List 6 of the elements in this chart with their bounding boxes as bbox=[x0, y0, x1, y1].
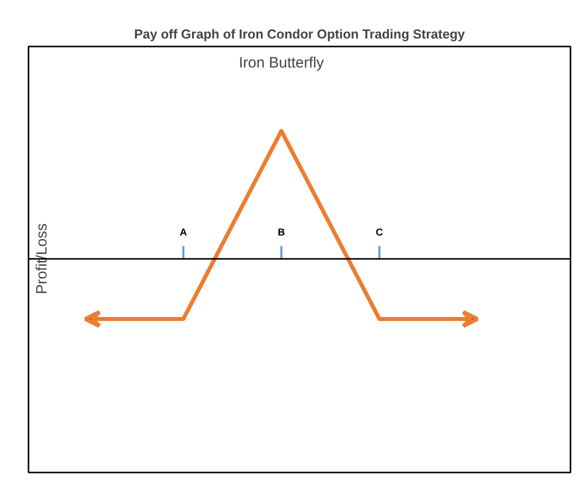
x-tick-label: C bbox=[376, 227, 383, 238]
chart-title: Pay off Graph of Iron Condor Option Trading Strategy bbox=[134, 26, 466, 42]
chart-subtitle: Iron Butterfly bbox=[238, 54, 324, 72]
x-tick-label: B bbox=[278, 227, 285, 238]
y-axis-title: Profit/Loss bbox=[33, 223, 50, 294]
x-tick-label: A bbox=[180, 227, 187, 238]
